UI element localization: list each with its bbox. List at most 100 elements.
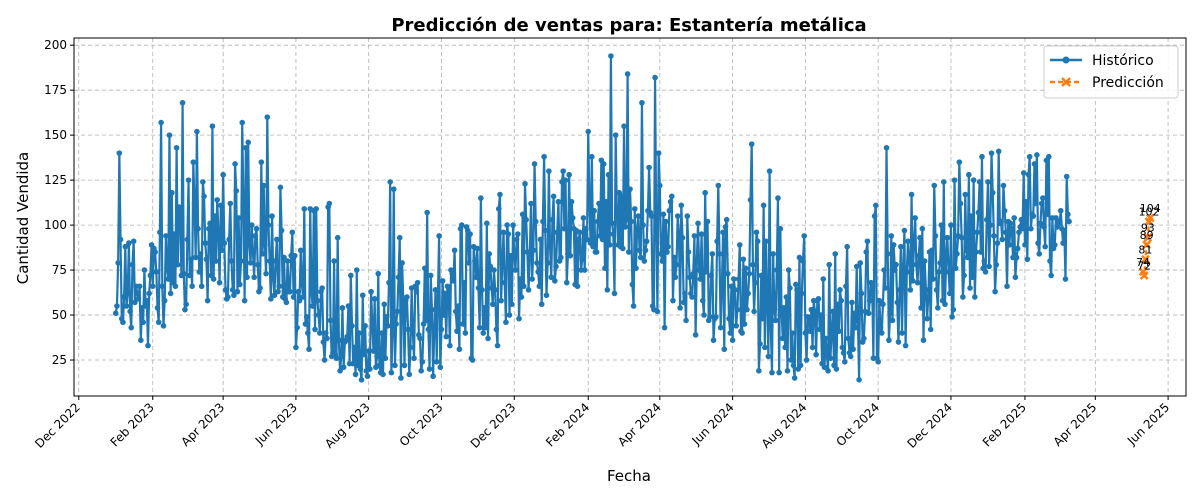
data-point <box>771 306 778 313</box>
data-point <box>935 305 941 311</box>
data-point <box>531 161 538 167</box>
data-point <box>188 256 194 263</box>
data-point <box>368 288 374 295</box>
data-point <box>487 263 494 270</box>
data-point <box>435 294 441 300</box>
data-point <box>127 308 133 315</box>
data-point <box>925 294 932 300</box>
data-point <box>392 362 398 369</box>
x-tick-label: Aug 2024 <box>759 400 810 451</box>
forecast-value-label: 74 <box>1136 256 1150 269</box>
data-point <box>303 314 310 320</box>
data-point <box>272 258 279 264</box>
data-point <box>713 314 719 320</box>
x-tick-label: Jun 2024 <box>689 400 737 448</box>
data-point <box>290 294 297 300</box>
data-point <box>931 182 938 189</box>
data-point <box>767 324 774 331</box>
data-point <box>473 274 479 281</box>
data-point <box>1022 242 1028 248</box>
data-point <box>114 303 120 309</box>
data-point <box>657 182 663 189</box>
data-point <box>590 243 596 250</box>
data-point <box>864 238 871 245</box>
data-point <box>112 310 119 317</box>
data-point <box>912 215 918 221</box>
y-tick-label: 75 <box>52 263 67 277</box>
data-point <box>732 287 738 293</box>
data-point <box>574 283 581 290</box>
data-point <box>605 171 612 178</box>
data-point <box>175 261 181 268</box>
data-point <box>306 346 312 353</box>
data-point <box>147 272 154 279</box>
data-point <box>349 323 355 329</box>
data-point <box>338 353 345 360</box>
data-point <box>219 247 225 254</box>
data-point <box>568 198 575 205</box>
data-point <box>476 324 483 331</box>
data-point <box>220 171 226 178</box>
data-point <box>715 182 722 189</box>
data-point <box>979 153 985 160</box>
data-point <box>708 272 714 279</box>
data-point <box>857 260 864 266</box>
data-point <box>291 252 298 259</box>
data-point <box>799 290 805 297</box>
data-point <box>141 267 148 273</box>
data-point <box>115 260 121 266</box>
data-point <box>725 270 731 277</box>
data-point <box>736 242 743 248</box>
legend-x-marker <box>1061 77 1071 87</box>
data-point <box>484 220 490 227</box>
data-point <box>680 299 687 306</box>
data-point <box>869 285 876 291</box>
data-point <box>888 233 895 239</box>
data-point <box>250 249 256 255</box>
data-point <box>872 202 879 209</box>
data-point <box>455 303 461 309</box>
data-point <box>553 263 559 270</box>
data-point <box>684 213 691 219</box>
data-point <box>449 270 456 277</box>
data-point <box>500 229 507 236</box>
data-point <box>751 308 757 315</box>
data-point <box>581 267 588 273</box>
plot-frame <box>73 37 1187 397</box>
data-point <box>1041 224 1047 230</box>
data-point <box>152 249 158 255</box>
data-point <box>185 177 192 183</box>
data-point <box>668 193 675 200</box>
data-point <box>390 186 397 192</box>
data-point <box>894 299 901 306</box>
data-point <box>896 287 903 293</box>
data-point <box>800 258 806 264</box>
data-point <box>856 377 862 383</box>
data-point <box>525 287 532 293</box>
data-point <box>987 222 994 228</box>
data-point <box>117 236 124 243</box>
data-point <box>960 294 966 300</box>
data-point <box>158 119 164 126</box>
data-point <box>182 306 188 313</box>
data-point <box>567 252 574 259</box>
data-point <box>482 324 489 331</box>
data-point <box>821 364 828 371</box>
data-point <box>827 355 834 362</box>
data-point <box>252 233 259 239</box>
data-point <box>499 261 506 268</box>
data-point <box>161 297 168 304</box>
y-tick-label: 50 <box>52 308 67 322</box>
data-point <box>720 229 726 236</box>
data-point <box>618 193 625 200</box>
x-tick-label: Apr 2024 <box>615 400 664 449</box>
data-point <box>237 281 243 288</box>
data-point <box>461 279 467 286</box>
data-point <box>294 324 300 331</box>
data-point <box>830 308 836 315</box>
data-point <box>149 283 156 290</box>
data-point <box>801 233 807 239</box>
data-point <box>1006 242 1013 248</box>
data-point <box>269 213 275 219</box>
data-point <box>195 225 201 232</box>
